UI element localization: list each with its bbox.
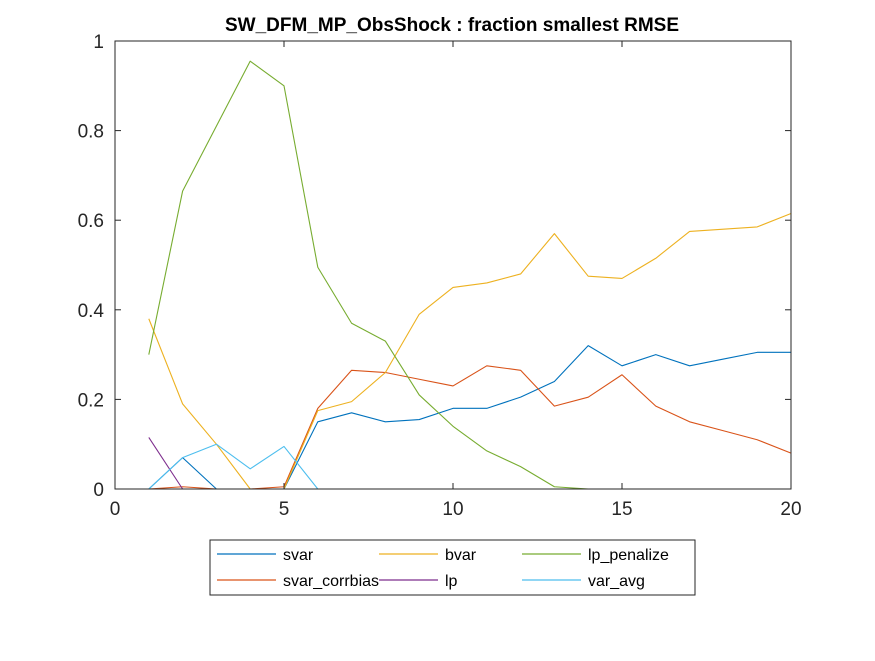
y-tick-label: 0.4	[78, 301, 105, 322]
legend-label-bvar: bvar	[445, 547, 477, 564]
legend-label-svar: svar	[283, 547, 314, 564]
y-tick-label: 0.6	[78, 211, 104, 232]
legend: svar bvar lp_penalize svar_corrbias lp var_av…	[209, 539, 696, 596]
legend-box	[209, 539, 696, 596]
chart-title: SW_DFM_MP_ObsShock : fraction smallest R…	[225, 15, 679, 36]
legend-label-svar_corrbias: svar_corrbias	[283, 573, 379, 590]
plot-area: 0 5 10 15 20 0 0.2 0.4 0.6 0.8 1	[78, 32, 802, 520]
y-tick-label: 0.8	[78, 122, 104, 143]
legend-label-lp_penalize: lp_penalize	[588, 547, 669, 564]
x-tick-label: 5	[279, 499, 290, 520]
y-tick-label: 1	[93, 32, 104, 53]
axes-background	[115, 41, 791, 489]
x-tick-label: 15	[611, 499, 632, 520]
x-tick-label: 0	[110, 499, 121, 520]
y-tick-label: 0.2	[78, 390, 104, 411]
legend-label-lp: lp	[445, 573, 458, 590]
x-tick-label: 10	[442, 499, 463, 520]
x-tick-label: 20	[780, 499, 801, 520]
y-tick-label: 0	[93, 480, 104, 501]
legend-label-var_avg: var_avg	[588, 573, 645, 590]
